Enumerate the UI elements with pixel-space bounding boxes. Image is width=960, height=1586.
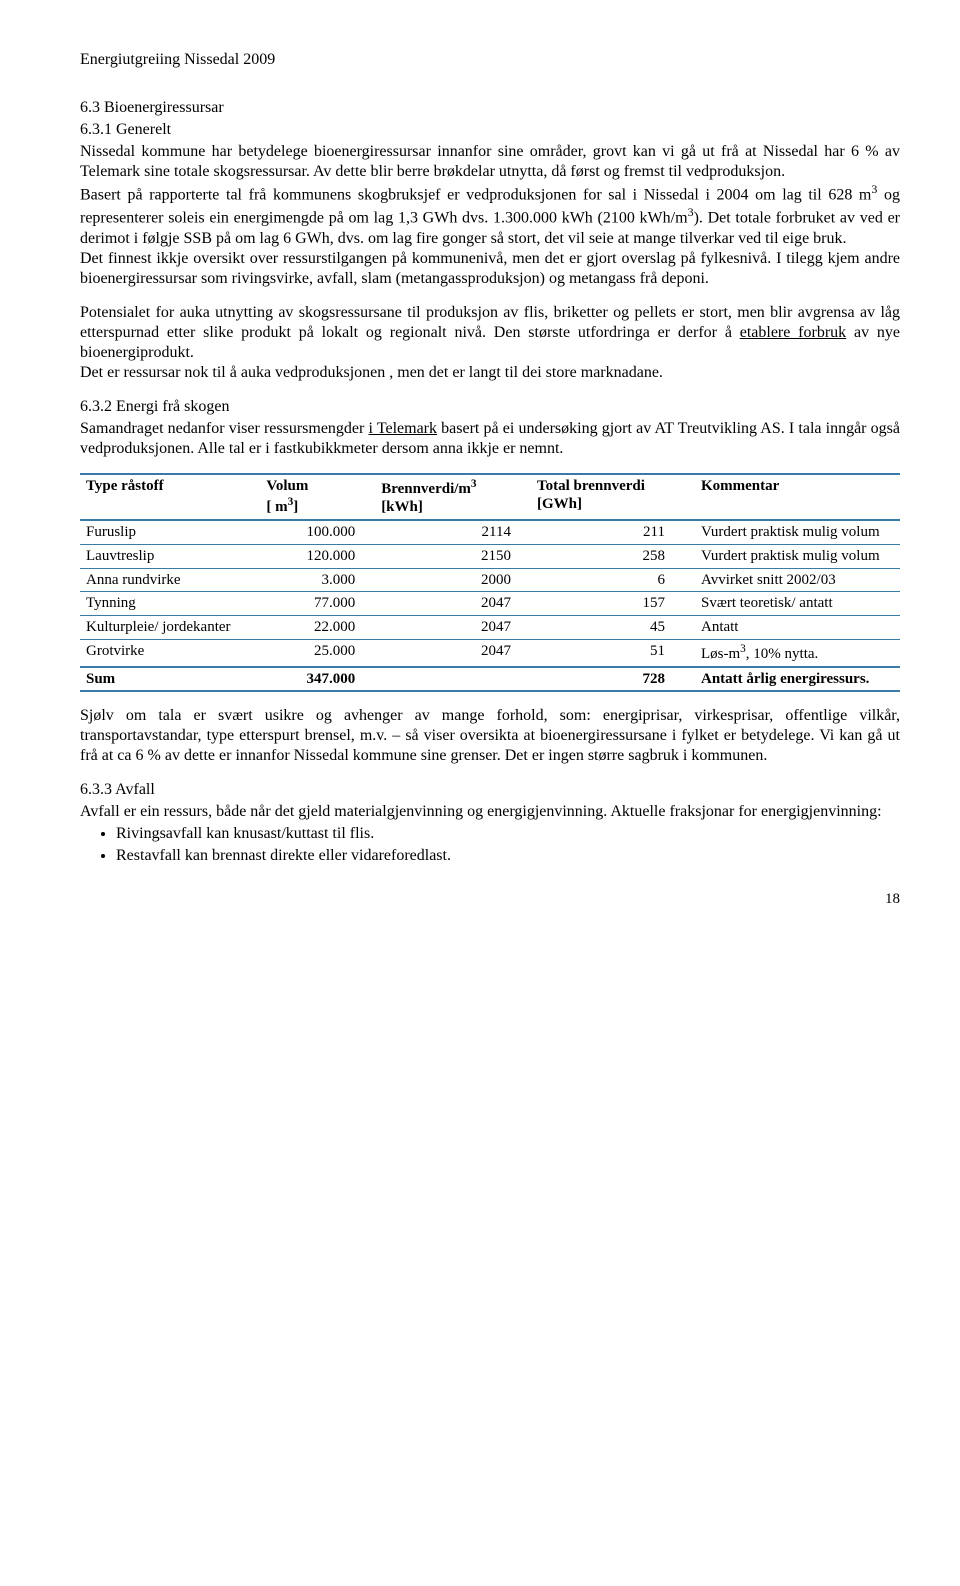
cell: 258 bbox=[531, 544, 695, 568]
text: Volum bbox=[266, 478, 308, 494]
cell: Anna rundvirke bbox=[80, 568, 260, 592]
cell: 100.000 bbox=[260, 520, 375, 544]
document-header: Energiutgreiing Nissedal 2009 bbox=[80, 50, 900, 70]
cell: 2000 bbox=[375, 568, 531, 592]
cell: 45 bbox=[531, 616, 695, 640]
text: Brennverdi/m bbox=[381, 481, 471, 497]
cell: 157 bbox=[531, 592, 695, 616]
cell: Avvirket snitt 2002/03 bbox=[695, 568, 900, 592]
superscript: 3 bbox=[471, 478, 477, 490]
cell: Vurdert praktisk mulig volum bbox=[695, 544, 900, 568]
text: [kWh] bbox=[381, 499, 423, 515]
bullet-list: Rivingsavfall kan knusast/kuttast til fl… bbox=[80, 824, 900, 866]
section-6-3-3-title: 6.3.3 Avfall bbox=[80, 780, 900, 800]
para-6-3-2: Samandraget nedanfor viser ressursmengde… bbox=[80, 419, 900, 459]
cell: 347.000 bbox=[260, 667, 375, 692]
cell: 25.000 bbox=[260, 639, 375, 666]
text: Total brennverdi bbox=[537, 478, 645, 494]
cell: 120.000 bbox=[260, 544, 375, 568]
cell: Løs-m3, 10% nytta. bbox=[695, 639, 900, 666]
cell: Sum bbox=[80, 667, 260, 692]
table-row: Furuslip 100.000 2114 211 Vurdert prakti… bbox=[80, 520, 900, 544]
cell: Vurdert praktisk mulig volum bbox=[695, 520, 900, 544]
section-6-3-title: 6.3 Bioenergiressursar bbox=[80, 98, 900, 118]
text: , 10% nytta. bbox=[746, 646, 819, 662]
table-row: Anna rundvirke 3.000 2000 6 Avvirket sni… bbox=[80, 568, 900, 592]
col-type: Type råstoff bbox=[80, 474, 260, 521]
cell: 51 bbox=[531, 639, 695, 666]
table-row: Kulturpleie/ jordekanter 22.000 2047 45 … bbox=[80, 616, 900, 640]
text: Samandraget nedanfor viser ressursmengde… bbox=[80, 420, 369, 437]
text: 728 bbox=[642, 671, 665, 687]
text: Det finnest ikkje oversikt over ressurst… bbox=[80, 250, 900, 287]
section-6-3-2-title: 6.3.2 Energi frå skogen bbox=[80, 397, 900, 417]
cell: 2150 bbox=[375, 544, 531, 568]
table-header-row: Type råstoff Volum [ m3] Brennverdi/m3 [… bbox=[80, 474, 900, 521]
cell: 77.000 bbox=[260, 592, 375, 616]
text: [ m bbox=[266, 499, 287, 515]
cell: Kulturpleie/ jordekanter bbox=[80, 616, 260, 640]
text: [GWh] bbox=[537, 496, 582, 512]
table-row: Grotvirke 25.000 2047 51 Løs-m3, 10% nyt… bbox=[80, 639, 900, 666]
cell: Antatt årlig energiressurs. bbox=[695, 667, 900, 692]
cell: Grotvirke bbox=[80, 639, 260, 666]
text: Basert på rapporterte tal frå kommunens … bbox=[80, 186, 871, 203]
para-6-3-1-b: Potensialet for auka utnytting av skogsr… bbox=[80, 303, 900, 383]
section-6-3-1-title: 6.3.1 Generelt bbox=[80, 120, 900, 140]
col-volume: Volum [ m3] bbox=[260, 474, 375, 521]
col-comment: Kommentar bbox=[695, 474, 900, 521]
table-sum-row: Sum 347.000 728 Antatt årlig energiressu… bbox=[80, 667, 900, 692]
cell: Svært teoretisk/ antatt bbox=[695, 592, 900, 616]
text: Antatt årlig energiressurs. bbox=[701, 671, 869, 687]
cell: Furuslip bbox=[80, 520, 260, 544]
cell: Lauvtreslip bbox=[80, 544, 260, 568]
cell: 211 bbox=[531, 520, 695, 544]
resource-table: Type råstoff Volum [ m3] Brennverdi/m3 [… bbox=[80, 473, 900, 693]
cell bbox=[375, 667, 531, 692]
cell: 2047 bbox=[375, 616, 531, 640]
cell: Antatt bbox=[695, 616, 900, 640]
para-after-table: Sjølv om tala er svært usikre og avhenge… bbox=[80, 706, 900, 766]
table-row: Lauvtreslip 120.000 2150 258 Vurdert pra… bbox=[80, 544, 900, 568]
cell: 6 bbox=[531, 568, 695, 592]
text: Løs-m bbox=[701, 646, 740, 662]
cell: 728 bbox=[531, 667, 695, 692]
cell: Tynning bbox=[80, 592, 260, 616]
list-item: Restavfall kan brennast direkte eller vi… bbox=[116, 846, 900, 866]
col-brennverdi: Brennverdi/m3 [kWh] bbox=[375, 474, 531, 521]
underlined-text: etablere forbruk bbox=[740, 324, 846, 341]
table-row: Tynning 77.000 2047 157 Svært teoretisk/… bbox=[80, 592, 900, 616]
text: Nissedal kommune har betydelege bioenerg… bbox=[80, 143, 900, 180]
cell: 2047 bbox=[375, 639, 531, 666]
cell: 2114 bbox=[375, 520, 531, 544]
cell: 22.000 bbox=[260, 616, 375, 640]
col-total: Total brennverdi [GWh] bbox=[531, 474, 695, 521]
para-6-3-3: Avfall er ein ressurs, både når det gjel… bbox=[80, 802, 900, 822]
list-item: Rivingsavfall kan knusast/kuttast til fl… bbox=[116, 824, 900, 844]
cell: 2047 bbox=[375, 592, 531, 616]
underlined-text: i Telemark bbox=[369, 420, 438, 437]
para-6-3-1-a: Nissedal kommune har betydelege bioenerg… bbox=[80, 142, 900, 289]
page-number: 18 bbox=[80, 890, 900, 909]
text: Det er ressursar nok til å auka vedprodu… bbox=[80, 364, 663, 381]
cell: 3.000 bbox=[260, 568, 375, 592]
text: ] bbox=[293, 499, 298, 515]
